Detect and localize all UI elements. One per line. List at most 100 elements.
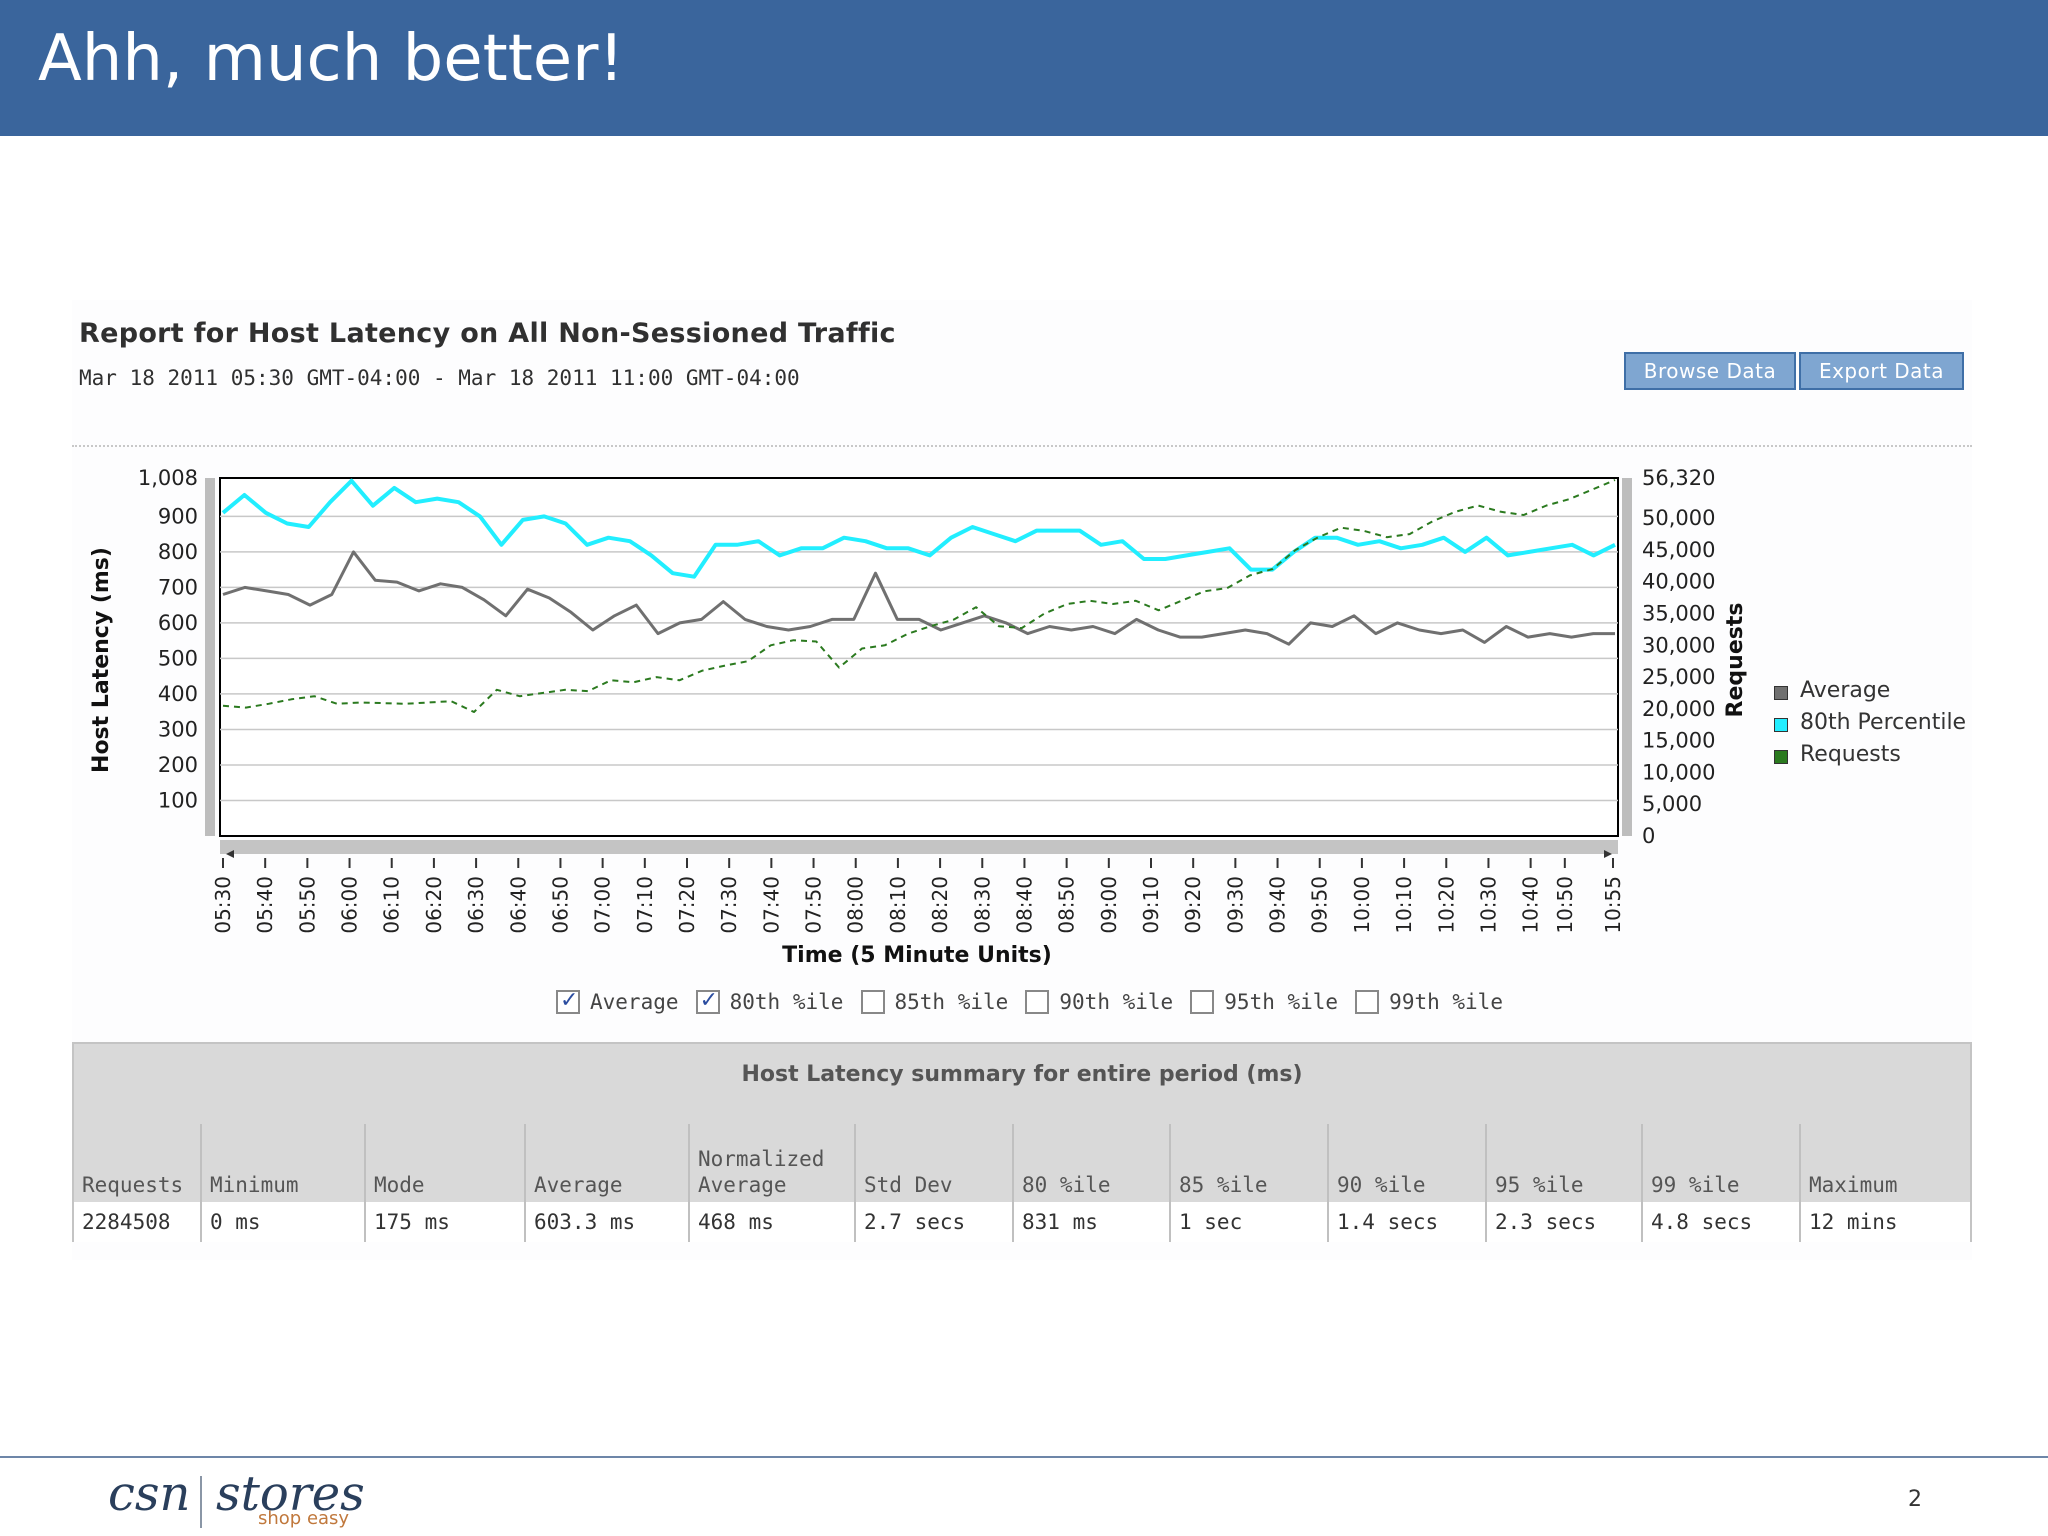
x-tick-label: 08:10 — [886, 876, 910, 934]
checkbox[interactable] — [695, 988, 720, 1014]
summary-value: 831 ms — [1022, 1210, 1098, 1234]
x-tick-label: 05:50 — [295, 876, 319, 934]
summary-value: 175 ms — [374, 1210, 450, 1234]
summary-header: 95 %ile — [1495, 1173, 1584, 1197]
summary-column: 95 %ile 2.3 secs — [1487, 1124, 1643, 1242]
summary-title: Host Latency summary for entire period (… — [741, 1062, 1303, 1087]
summary-value: 468 ms — [698, 1210, 774, 1234]
x-tick-label: 07:40 — [759, 876, 783, 934]
report-date-range: Mar 18 2011 05:30 GMT-04:00 - Mar 18 201… — [79, 366, 800, 390]
logo-text-left: csn — [108, 1466, 191, 1522]
x-tick-label: 08:20 — [928, 876, 952, 934]
summary-column: Maximum 12 mins — [1801, 1124, 1974, 1242]
y2-tick-label: 30,000 — [1642, 633, 1715, 657]
checkbox[interactable] — [860, 990, 885, 1014]
browse-data-button[interactable]: Browse Data — [1624, 352, 1796, 390]
x-tick-label: 10:50 — [1553, 876, 1577, 934]
checkbox-90th[interactable]: 90th %ile — [1025, 990, 1173, 1014]
y-tick-label: 500 — [158, 646, 198, 670]
summary-column: Average 603.3 ms — [526, 1124, 690, 1242]
checkbox[interactable] — [1025, 990, 1050, 1014]
summary-value: 2.3 secs — [1495, 1210, 1597, 1234]
y-tick-label: 300 — [158, 717, 198, 741]
summary-column: 99 %ile 4.8 secs — [1643, 1124, 1801, 1242]
summary-column: Minimum 0 ms — [202, 1124, 366, 1242]
y2-axis-title: Requests — [1723, 603, 1748, 718]
summary-column: Requests 2284508 — [74, 1124, 202, 1242]
checkbox[interactable] — [556, 988, 580, 1014]
legend-label: Average — [1800, 678, 1891, 703]
y-tick-label: 900 — [158, 504, 198, 528]
series-line-requests — [222, 479, 1616, 713]
y-tick-label: 800 — [158, 540, 198, 564]
y-tick-label: 200 — [158, 753, 198, 777]
csn-stores-logo: csn stores shop easy — [108, 1460, 368, 1536]
x-tick-label: 05:40 — [253, 876, 277, 934]
x-tick-label: 09:50 — [1308, 876, 1332, 934]
legend-label: Requests — [1800, 742, 1901, 767]
summary-value: 4.8 secs — [1651, 1210, 1753, 1234]
slide-title: Ahh, much better! — [38, 22, 625, 96]
summary-values-row — [74, 1202, 1970, 1242]
summary-header: Average — [534, 1173, 623, 1197]
summary-header: 85 %ile — [1179, 1173, 1268, 1197]
summary-value: 1 sec — [1179, 1210, 1243, 1234]
summary-header: Normalized Average — [698, 1147, 825, 1197]
x-tick-label: 10:55 — [1601, 876, 1625, 934]
x-tick-label: 10:30 — [1476, 876, 1500, 934]
logo-text-right: stores — [216, 1466, 365, 1522]
series-line-80th-percentile — [221, 478, 1616, 579]
x-tick-label: 08:30 — [970, 876, 994, 934]
checkbox[interactable] — [1355, 990, 1380, 1014]
legend-swatch-average — [1774, 686, 1788, 700]
export-data-button[interactable]: Export Data — [1799, 352, 1964, 390]
checkbox-99th[interactable]: 99th %ile — [1355, 990, 1503, 1014]
checkbox-label: Average — [590, 990, 679, 1014]
logo-divider — [200, 1476, 202, 1528]
x-axis-title: Time (5 Minute Units) — [782, 943, 1052, 968]
y-tick-label: 700 — [158, 575, 198, 599]
y2-tick-label: 0 — [1642, 824, 1655, 848]
x-tick-label: 08:40 — [1012, 876, 1036, 934]
series-line-average — [222, 550, 1615, 646]
divider — [72, 445, 1972, 447]
summary-column: Mode 175 ms — [366, 1124, 526, 1242]
summary-column: Normalized Average 468 ms — [690, 1124, 856, 1242]
summary-table: Requests 2284508 Minimum 0 ms Mode 175 ms Aver… — [74, 1124, 1970, 1242]
x-tick-label: 09:30 — [1223, 876, 1247, 934]
summary-header: 90 %ile — [1337, 1173, 1426, 1197]
summary-header: Minimum — [210, 1173, 299, 1197]
x-tick-label: 06:00 — [338, 876, 362, 934]
x-tick-label: 05:30 — [211, 876, 235, 934]
checkbox-95th[interactable]: 95th %ile — [1190, 990, 1338, 1014]
page-number: 2 — [1908, 1487, 1922, 1512]
checkbox-85th[interactable]: 85th %ile — [860, 990, 1008, 1014]
x-tick-label: 06:30 — [464, 876, 488, 934]
summary-column: 90 %ile 1.4 secs — [1329, 1124, 1487, 1242]
checkbox-label: 95th %ile — [1224, 990, 1339, 1014]
checkbox[interactable] — [1190, 990, 1215, 1014]
summary-value: 0 ms — [210, 1210, 261, 1234]
scroll-right-icon — [1604, 850, 1612, 858]
left-scrollbar — [205, 478, 215, 836]
summary-value: 2284508 — [82, 1210, 171, 1234]
checkbox-80th[interactable]: 80th %ile — [695, 988, 843, 1014]
legend-swatch-requests — [1774, 750, 1788, 764]
summary-column: Std Dev 2.7 secs — [856, 1124, 1014, 1242]
summary-value: 603.3 ms — [534, 1210, 636, 1234]
x-tick-label: 06:40 — [506, 876, 530, 934]
legend-swatch-80th — [1774, 718, 1788, 732]
x-tick-label: 06:50 — [548, 876, 572, 934]
x-tick-label: 07:10 — [633, 876, 657, 934]
checkbox-average[interactable]: Average — [556, 988, 679, 1014]
x-tick-label: 07:30 — [717, 876, 741, 934]
footer-divider — [0, 1456, 2048, 1458]
x-tick-label: 09:20 — [1181, 876, 1205, 934]
title-band — [0, 0, 2048, 136]
y2-tick-label: 20,000 — [1642, 697, 1715, 721]
y2-tick-label: 35,000 — [1642, 602, 1715, 626]
summary-value: 2.7 secs — [864, 1210, 966, 1234]
x-tick-label: 10:10 — [1392, 876, 1416, 934]
summary-value: 1.4 secs — [1337, 1210, 1439, 1234]
summary-header: Mode — [374, 1173, 425, 1197]
